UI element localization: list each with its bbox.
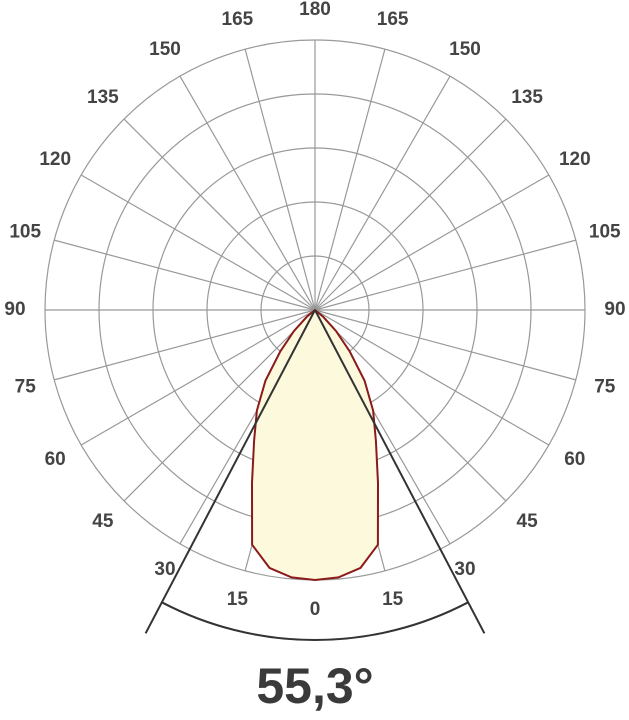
grid-spoke xyxy=(80,174,316,311)
angle-tick-label: 90 xyxy=(604,299,625,320)
grid-spoke xyxy=(179,75,316,311)
grid-spoke xyxy=(54,309,316,381)
grid-spoke xyxy=(314,309,507,502)
angle-tick-label: 75 xyxy=(594,377,616,398)
grid-spoke xyxy=(123,118,316,311)
angle-tick-label: 150 xyxy=(449,39,481,60)
beam-line xyxy=(144,309,316,634)
angle-tick-label: 120 xyxy=(39,149,71,170)
angle-tick-label: 30 xyxy=(154,559,175,580)
angle-tick-label: 105 xyxy=(589,221,621,242)
grid-spoke xyxy=(314,239,576,311)
grid-spoke xyxy=(314,118,507,311)
angle-tick-label: 165 xyxy=(377,9,409,30)
angle-tick-label: 135 xyxy=(511,87,543,108)
angle-tick-label: 135 xyxy=(87,87,119,108)
angle-tick-label: 90 xyxy=(4,299,25,320)
angle-tick-label: 30 xyxy=(454,559,475,580)
angle-tick-label: 120 xyxy=(559,149,591,170)
angle-tick-label: 60 xyxy=(45,449,66,470)
grid-spoke xyxy=(314,309,550,446)
angle-tick-label: 0 xyxy=(310,599,321,620)
grid-spoke xyxy=(314,75,451,311)
grid-spoke xyxy=(123,309,316,502)
angle-tick-label: 45 xyxy=(517,511,539,532)
beam-arc xyxy=(161,601,469,642)
grid-spoke xyxy=(54,239,316,311)
angle-tick-label: 15 xyxy=(382,589,404,610)
angle-tick-label: 75 xyxy=(15,377,37,398)
grid-spoke xyxy=(314,49,386,311)
angle-tick-label: 165 xyxy=(222,9,254,30)
beam-line xyxy=(314,309,486,634)
angle-tick-label: 150 xyxy=(149,39,181,60)
beam-angle-label: 55,3° xyxy=(256,658,373,714)
distribution-curve xyxy=(250,308,380,582)
angle-tick-label: 180 xyxy=(299,0,331,20)
angle-tick-label: 45 xyxy=(92,511,114,532)
grid-spoke xyxy=(80,309,316,446)
grid-spoke xyxy=(244,49,316,311)
angle-tick-label: 60 xyxy=(564,449,585,470)
angle-tick-label: 105 xyxy=(9,221,41,242)
grid-spoke xyxy=(314,309,576,381)
angle-tick-label: 15 xyxy=(227,589,249,610)
grid-spoke xyxy=(314,174,550,311)
